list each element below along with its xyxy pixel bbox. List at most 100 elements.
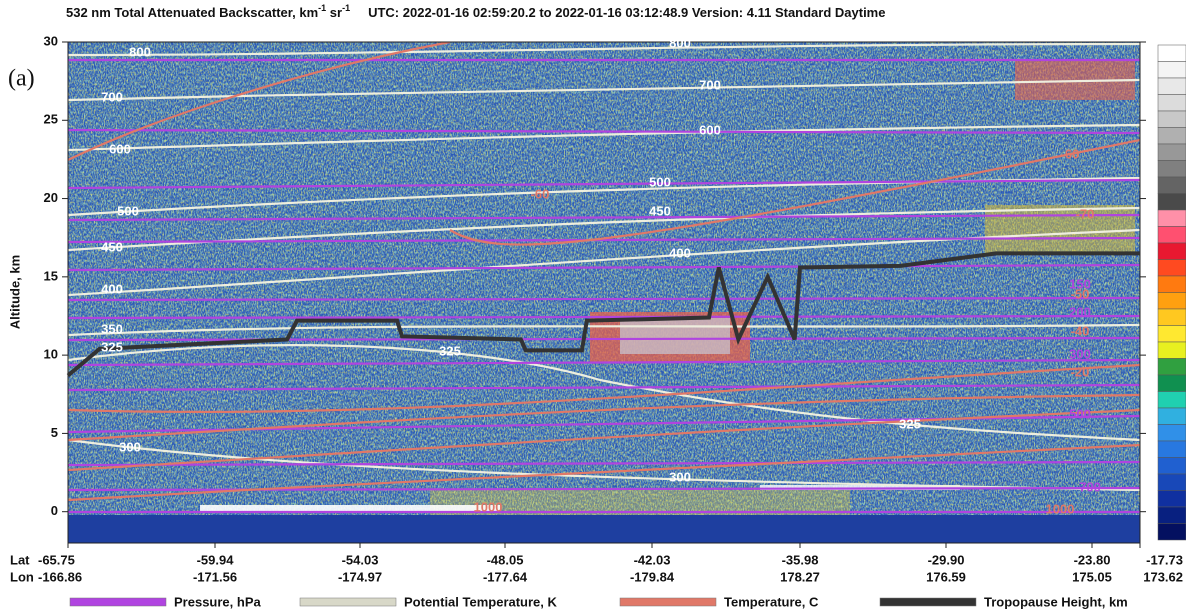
contour-label: 800 (129, 44, 151, 59)
contour-label: 600 (109, 141, 131, 156)
y-tick-label: 10 (44, 347, 58, 362)
colorbar-cell (1158, 309, 1186, 326)
colorbar-cell (1158, 78, 1186, 95)
lat-label: -29.90 (928, 552, 965, 567)
contour-label: 450 (101, 239, 123, 254)
contour-label: 1000 (474, 499, 503, 514)
colorbar-cell (1158, 144, 1186, 161)
colorbar-cell (1158, 474, 1186, 491)
title-part: UTC: 2022-01-16 02:59:20.2 to 2022-01-16… (368, 5, 885, 20)
lat-label: -23.80 (1074, 552, 1111, 567)
curtain-image (68, 42, 1140, 543)
contour-label: 400 (101, 281, 123, 296)
lon-label: 176.59 (926, 569, 966, 584)
contour-label: 1000 (1046, 501, 1075, 516)
colorbar-cell (1158, 326, 1186, 343)
y-tick-label: 5 (51, 425, 58, 440)
colorbar-cell (1158, 507, 1186, 524)
contour-label: 700 (101, 89, 123, 104)
colorbar-cell (1158, 62, 1186, 79)
title-part: 532 nm Total Attenuated Backscatter, km (66, 5, 318, 20)
legend-label: Pressure, hPa (174, 594, 261, 609)
contour-label: 325 (101, 339, 123, 354)
lon-label: -177.64 (483, 569, 528, 584)
contour-label: 800 (669, 35, 691, 50)
y-tick-label: 15 (44, 268, 58, 283)
y-tick-label: 25 (44, 112, 58, 127)
legend-swatch (70, 598, 166, 606)
panel-label: (a) (8, 66, 35, 92)
colorbar-cell (1158, 408, 1186, 425)
contour-label: 700 (699, 77, 721, 92)
legend-label: Tropopause Height, km (984, 594, 1128, 609)
contour-label: 500 (649, 174, 671, 189)
contour-label: 350 (101, 321, 123, 336)
legend-label: Temperature, C (724, 594, 819, 609)
lon-label: -174.97 (338, 569, 382, 584)
legend-swatch (300, 598, 396, 606)
lon-title: Lon (10, 569, 34, 584)
contour-label: 200 (1069, 304, 1091, 319)
y-axis-label: Altitude, km (7, 255, 22, 329)
legend-swatch (880, 598, 976, 606)
colorbar-cell (1158, 425, 1186, 442)
y-tick-label: 0 (51, 503, 58, 518)
lon-label: -171.56 (193, 569, 237, 584)
colorbar-cell (1158, 524, 1186, 541)
contour-label: 325 (899, 416, 921, 431)
lon-label: -166.86 (38, 569, 82, 584)
colorbar-cell (1158, 359, 1186, 376)
contour-label: 500 (117, 203, 139, 218)
title-part: -1 (342, 3, 350, 13)
lon-label: 175.05 (1072, 569, 1112, 584)
contour-label: -60 (1061, 146, 1080, 161)
colorbar-cell (1158, 491, 1186, 508)
lat-label: -35.98 (782, 552, 819, 567)
lon-label: -179.84 (630, 569, 675, 584)
contour-label: 500 (1069, 406, 1091, 421)
colorbar-cell (1158, 441, 1186, 458)
lat-label: -54.03 (342, 552, 379, 567)
colorbar-cell (1158, 243, 1186, 260)
lat-title: Lat (10, 552, 30, 567)
contour-label: -60 (531, 186, 550, 201)
colorbar-cell (1158, 227, 1186, 244)
colorbar-cell (1158, 210, 1186, 227)
contour-label: 300 (1069, 346, 1091, 361)
lat-label: -59.94 (197, 552, 235, 567)
colorbar-cell (1158, 194, 1186, 211)
lat-label: -17.73 (1146, 552, 1183, 567)
colorbar-cell (1158, 342, 1186, 359)
colorbar-cell (1158, 260, 1186, 277)
contour-label: 400 (669, 245, 691, 260)
title-part: sr (326, 5, 342, 20)
colorbar-cell (1158, 293, 1186, 310)
colorbar-cell (1158, 161, 1186, 178)
title-part: -1 (318, 3, 326, 13)
chart-title: 532 nm Total Attenuated Backscatter, km-… (66, 3, 885, 20)
contour-label: -20 (1071, 364, 1090, 379)
colorbar-cell (1158, 375, 1186, 392)
colorbar-cell (1158, 276, 1186, 293)
colorbar-cell (1158, 95, 1186, 112)
colorbar-cell (1158, 177, 1186, 194)
colorbar (1158, 45, 1186, 540)
y-tick-label: 30 (44, 33, 58, 48)
y-tick-label: 20 (44, 190, 58, 205)
colorbar-cell (1158, 111, 1186, 128)
chart: 532 nm Total Attenuated Backscatter, km-… (0, 0, 1186, 611)
colorbar-cell (1158, 392, 1186, 409)
contour-label: 450 (649, 203, 671, 218)
lat-label: -65.75 (38, 552, 75, 567)
contour-label: 600 (699, 122, 721, 137)
contour-label: -70 (1076, 206, 1095, 221)
lat-label: -42.03 (634, 552, 671, 567)
contour-label: 300 (119, 439, 141, 454)
contour-label: 300 (669, 469, 691, 484)
colorbar-cell (1158, 128, 1186, 145)
contour-label: 325 (439, 343, 461, 358)
contour-label: 700 (1079, 479, 1101, 494)
colorbar-cell (1158, 45, 1186, 62)
colorbar-cell (1158, 458, 1186, 475)
lon-label: 178.27 (780, 569, 820, 584)
